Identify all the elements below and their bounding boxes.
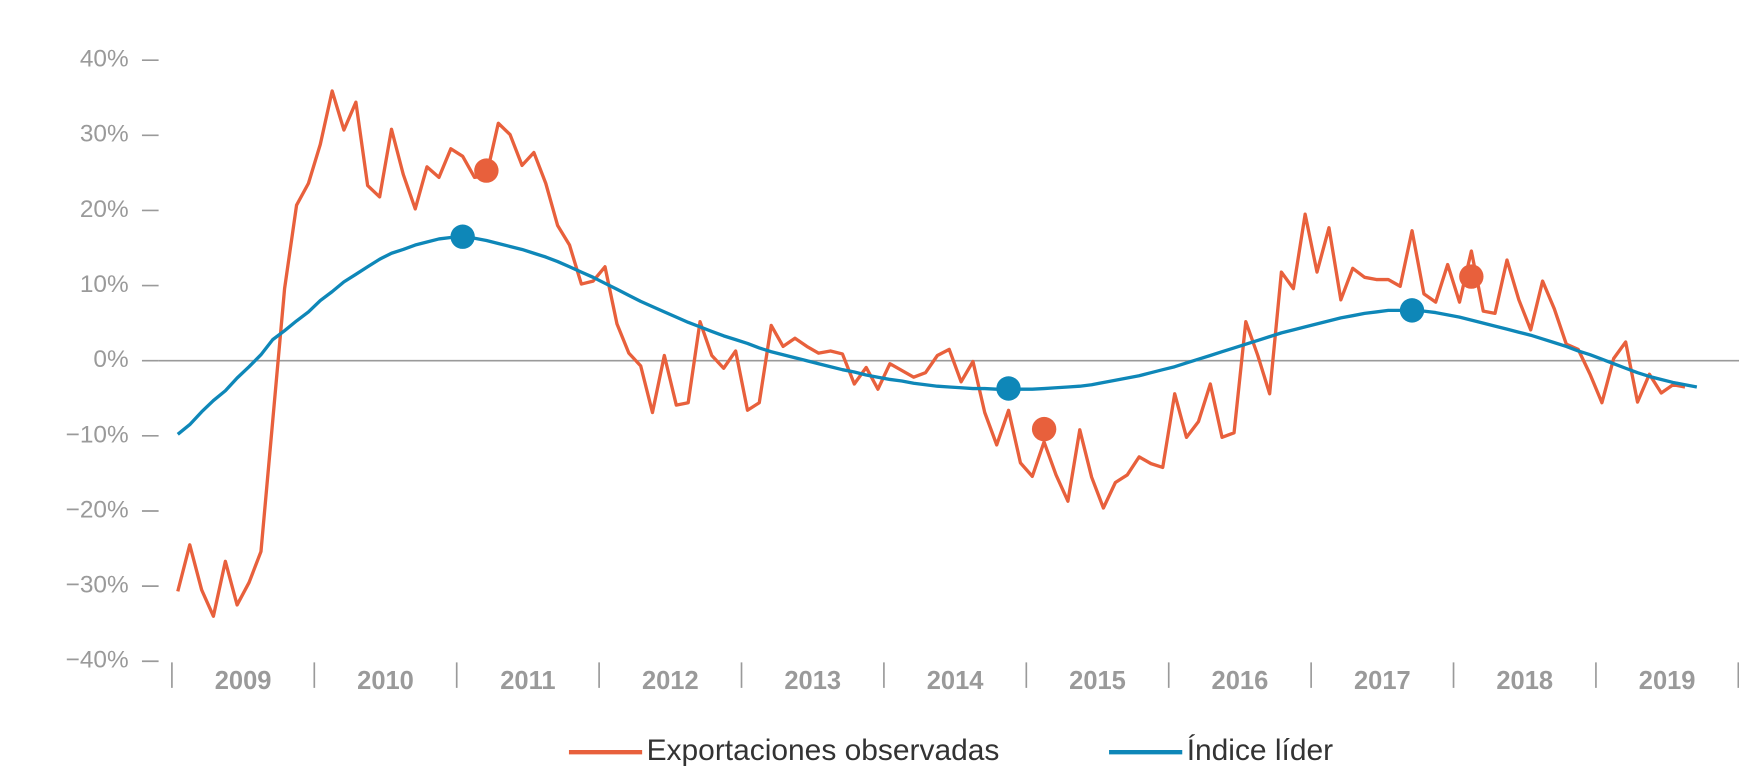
turning-point <box>1031 416 1057 442</box>
x-tick-label: 2009 <box>215 667 272 695</box>
turning-point <box>1399 298 1425 323</box>
x-tick-label: 2016 <box>1212 667 1269 695</box>
y-tick-label: 0% <box>93 346 128 373</box>
y-tick-label: −40% <box>66 647 129 674</box>
legend-label: Exportaciones observadas <box>647 734 1000 767</box>
series-line <box>176 89 1686 618</box>
y-tick-label: 20% <box>80 196 129 223</box>
series-line <box>176 235 1698 436</box>
turning-point <box>474 158 499 183</box>
x-tick-label: 2010 <box>357 667 414 695</box>
y-tick-label: 30% <box>80 121 129 148</box>
x-tick-label: 2012 <box>642 667 699 695</box>
y-tick-label: −20% <box>66 496 129 523</box>
turning-point <box>996 376 1021 401</box>
x-tick-label: 2014 <box>927 667 985 695</box>
x-tick-label: 2017 <box>1354 667 1411 695</box>
legend-label: Índice líder <box>1187 734 1333 767</box>
y-tick-label: −30% <box>66 572 129 599</box>
y-tick-label: −10% <box>66 421 129 448</box>
turning-point <box>1459 264 1484 289</box>
x-tick-label: 2018 <box>1496 667 1553 695</box>
x-tick-label: 2015 <box>1069 667 1126 695</box>
x-tick-label: 2011 <box>500 667 555 695</box>
x-tick-label: 2013 <box>784 667 841 695</box>
turning-point <box>450 224 475 249</box>
y-tick-label: 40% <box>80 46 129 73</box>
y-tick-label: 10% <box>80 271 129 298</box>
x-tick-label: 2019 <box>1639 667 1696 695</box>
